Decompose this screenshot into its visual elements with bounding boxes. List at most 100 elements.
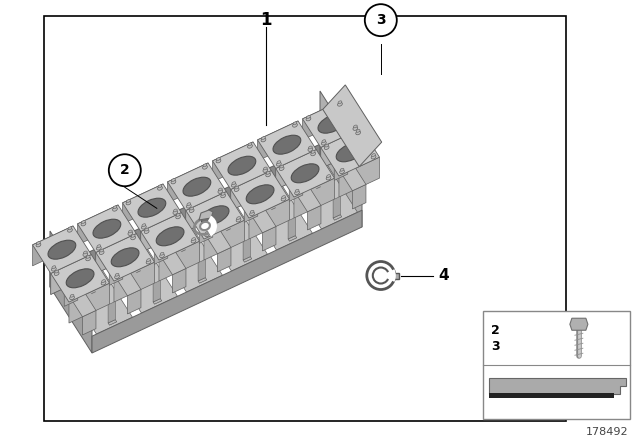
Ellipse shape xyxy=(127,199,131,202)
Ellipse shape xyxy=(54,271,59,276)
Ellipse shape xyxy=(236,218,241,222)
Ellipse shape xyxy=(81,222,86,226)
Polygon shape xyxy=(295,155,304,161)
Text: 2: 2 xyxy=(491,324,500,337)
Polygon shape xyxy=(323,85,381,167)
Polygon shape xyxy=(159,241,200,281)
Ellipse shape xyxy=(113,207,117,211)
Ellipse shape xyxy=(353,125,357,128)
Polygon shape xyxy=(198,278,207,283)
Ellipse shape xyxy=(221,193,225,195)
Text: 3: 3 xyxy=(376,13,386,27)
Ellipse shape xyxy=(51,267,56,271)
Polygon shape xyxy=(276,150,335,197)
Wedge shape xyxy=(205,215,217,237)
Ellipse shape xyxy=(232,183,236,187)
Ellipse shape xyxy=(68,227,72,230)
Polygon shape xyxy=(70,260,79,266)
Ellipse shape xyxy=(282,196,285,198)
Ellipse shape xyxy=(318,114,346,133)
Polygon shape xyxy=(262,226,276,251)
Ellipse shape xyxy=(156,227,184,246)
Polygon shape xyxy=(51,254,109,302)
Ellipse shape xyxy=(101,281,106,285)
Polygon shape xyxy=(180,231,187,234)
Text: 1: 1 xyxy=(260,11,271,29)
Ellipse shape xyxy=(142,224,146,227)
Ellipse shape xyxy=(128,232,132,235)
Bar xyxy=(44,16,566,421)
Ellipse shape xyxy=(129,230,132,233)
Polygon shape xyxy=(154,240,168,264)
Polygon shape xyxy=(321,129,361,168)
Ellipse shape xyxy=(308,146,312,149)
Polygon shape xyxy=(141,212,200,260)
Ellipse shape xyxy=(131,234,135,237)
Ellipse shape xyxy=(52,266,56,268)
Ellipse shape xyxy=(281,197,286,201)
Polygon shape xyxy=(212,142,253,182)
Ellipse shape xyxy=(157,186,163,190)
Ellipse shape xyxy=(158,185,162,188)
Polygon shape xyxy=(227,228,231,231)
Ellipse shape xyxy=(191,237,195,241)
Polygon shape xyxy=(51,254,92,294)
Ellipse shape xyxy=(86,255,90,258)
Polygon shape xyxy=(69,283,109,323)
Polygon shape xyxy=(244,198,258,222)
Ellipse shape xyxy=(216,159,221,163)
Polygon shape xyxy=(271,208,276,210)
Polygon shape xyxy=(303,100,343,140)
Polygon shape xyxy=(108,302,115,323)
Polygon shape xyxy=(226,169,258,204)
Polygon shape xyxy=(333,196,340,218)
Ellipse shape xyxy=(176,213,180,216)
Polygon shape xyxy=(316,127,348,162)
Polygon shape xyxy=(153,299,162,304)
Ellipse shape xyxy=(322,140,326,142)
Polygon shape xyxy=(205,197,214,203)
Polygon shape xyxy=(250,176,259,182)
Ellipse shape xyxy=(55,270,58,273)
Ellipse shape xyxy=(113,206,117,209)
Polygon shape xyxy=(168,163,227,211)
Ellipse shape xyxy=(250,212,255,215)
Ellipse shape xyxy=(326,176,331,180)
Ellipse shape xyxy=(70,294,74,297)
Ellipse shape xyxy=(324,146,329,150)
Polygon shape xyxy=(64,282,96,317)
Ellipse shape xyxy=(171,180,176,184)
Ellipse shape xyxy=(201,206,229,225)
Ellipse shape xyxy=(48,240,76,259)
Ellipse shape xyxy=(237,217,241,220)
Ellipse shape xyxy=(277,161,281,164)
Polygon shape xyxy=(333,215,342,220)
Polygon shape xyxy=(122,184,181,232)
Ellipse shape xyxy=(83,251,87,254)
Polygon shape xyxy=(46,253,77,288)
Ellipse shape xyxy=(83,253,88,256)
Polygon shape xyxy=(92,210,362,353)
Ellipse shape xyxy=(216,158,220,160)
Polygon shape xyxy=(96,233,154,281)
Polygon shape xyxy=(199,219,231,254)
Ellipse shape xyxy=(218,190,223,194)
Polygon shape xyxy=(154,240,186,275)
Polygon shape xyxy=(570,318,588,330)
Polygon shape xyxy=(50,231,92,353)
Polygon shape xyxy=(96,233,136,273)
Circle shape xyxy=(365,4,397,36)
Polygon shape xyxy=(109,261,141,296)
Ellipse shape xyxy=(250,211,254,213)
Ellipse shape xyxy=(321,141,326,145)
Ellipse shape xyxy=(307,116,310,118)
Wedge shape xyxy=(381,269,396,282)
Polygon shape xyxy=(231,171,271,211)
Polygon shape xyxy=(204,220,244,260)
Ellipse shape xyxy=(221,194,225,198)
Ellipse shape xyxy=(159,254,164,258)
Text: 2: 2 xyxy=(120,163,130,177)
Text: 3: 3 xyxy=(491,340,499,353)
Ellipse shape xyxy=(173,209,177,212)
Polygon shape xyxy=(276,150,316,190)
